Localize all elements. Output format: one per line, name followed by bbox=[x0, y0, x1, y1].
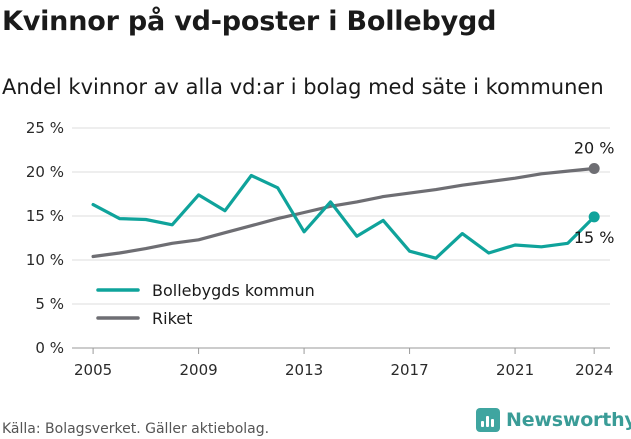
legend-background bbox=[94, 278, 342, 300]
x-tick-label: 2005 bbox=[74, 361, 112, 379]
y-tick-label: 20 % bbox=[26, 163, 64, 181]
x-tick-label: 2024 bbox=[575, 361, 613, 379]
x-tick-label: 2017 bbox=[390, 361, 428, 379]
legend: Bollebygds kommun Riket bbox=[94, 278, 342, 328]
chart-title: Kvinnor på vd-poster i Bollebygd bbox=[2, 6, 497, 37]
newsworthy-logo: Newsworthy bbox=[476, 408, 631, 432]
x-tick-label: 2021 bbox=[496, 361, 534, 379]
end-label-riket: 20 % bbox=[574, 138, 615, 157]
bar-chart-icon bbox=[476, 408, 500, 432]
gridlines bbox=[72, 127, 610, 349]
x-tick-label: 2013 bbox=[285, 361, 323, 379]
x-tick-label: 2009 bbox=[179, 361, 217, 379]
source-note: Källa: Bolagsverket. Gäller aktiebolag. bbox=[2, 421, 270, 437]
y-tick-label: 5 % bbox=[35, 295, 64, 313]
y-tick-label: 25 % bbox=[26, 119, 64, 137]
end-point-bollebygd bbox=[588, 211, 600, 223]
legend-item-riket-label: Riket bbox=[152, 309, 192, 328]
brand-name: Newsworthy bbox=[506, 409, 631, 431]
axes: 0 % 5 % 10 % 15 % 20 % 25 % 2005 2009 2013 2017 20… bbox=[26, 119, 613, 379]
chart-subtitle: Andel kvinnor av alla vd:ar i bolag med … bbox=[2, 75, 604, 99]
y-tick-label: 15 % bbox=[26, 207, 64, 225]
legend-background bbox=[94, 306, 342, 328]
y-tick-label: 10 % bbox=[26, 251, 64, 269]
end-label-bollebygd: 15 % bbox=[574, 228, 615, 247]
series bbox=[91, 162, 600, 260]
y-tick-label: 0 % bbox=[35, 339, 64, 357]
series-line-bollebygd bbox=[91, 173, 596, 260]
end-labels: 20 % 15 % bbox=[574, 138, 615, 246]
legend-item-bollebygd-label: Bollebygds kommun bbox=[152, 281, 315, 300]
end-point-riket bbox=[588, 162, 600, 174]
series-line-riket bbox=[91, 166, 596, 259]
